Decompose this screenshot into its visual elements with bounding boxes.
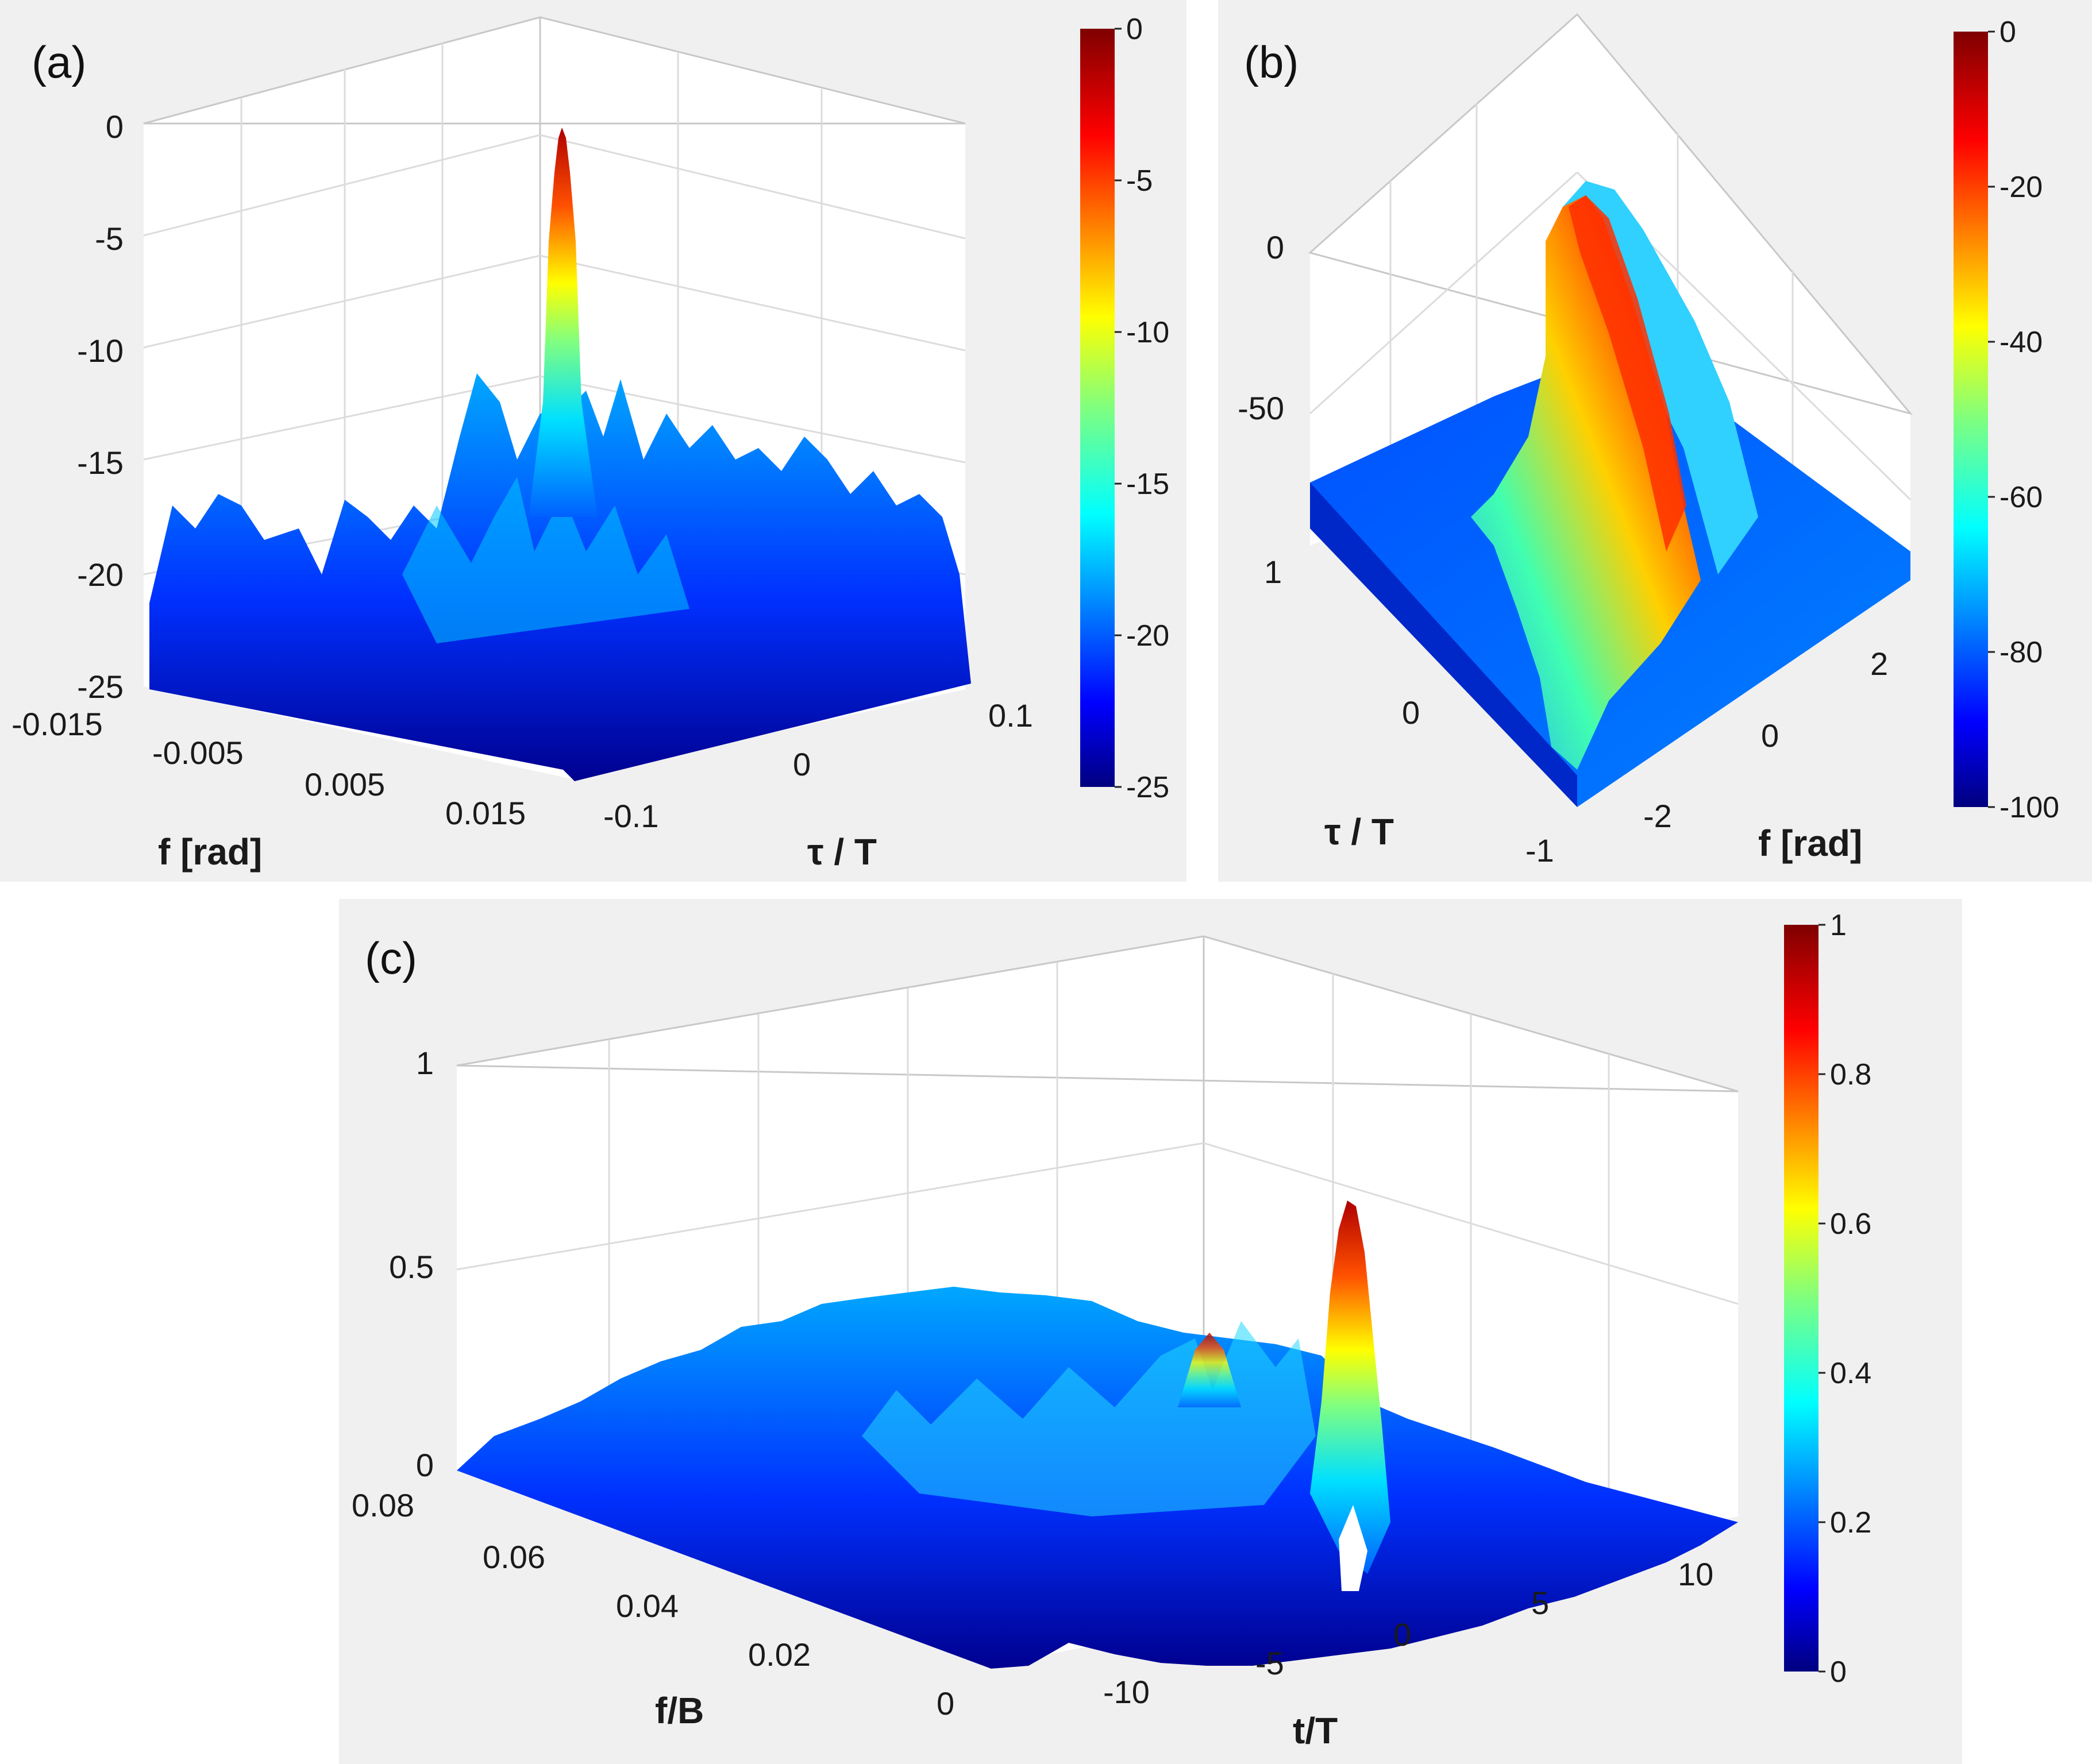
panel-c-label: (c) (365, 933, 417, 983)
colorbar-tick-label: 0 (1126, 13, 1143, 46)
panel-b-ridge-crest (1569, 195, 1686, 551)
panel-a-mainlobe (529, 128, 598, 517)
panel-b-ytick-2: 1 (1264, 554, 1282, 590)
panel-a-ztick-3: -15 (77, 445, 124, 481)
colorbar-tick-label: 0.8 (1830, 1058, 1871, 1091)
panel-b-label: (b) (1244, 37, 1299, 87)
panel-c-colorbar (1784, 925, 1819, 1672)
panel-c-ztick-2: 0 (416, 1447, 434, 1483)
panel-b-ztick-1: -50 (1238, 390, 1284, 426)
panel-b-ytick-1: 0 (1402, 694, 1420, 731)
panel-a-ytick-2: 0.1 (988, 697, 1033, 734)
panel-b-xtick-2: 2 (1870, 646, 1888, 682)
colorbar-tick-label: -10 (1126, 316, 1169, 349)
panel-c-mainlobe (1310, 1201, 1390, 1574)
panel-c-xtick-3: 0.06 (483, 1539, 545, 1575)
panel-b-xtick-0: -2 (1643, 798, 1672, 834)
panel-a-xtick-0: -0.015 (11, 706, 103, 742)
panel-b-ytick-0: -1 (1525, 832, 1554, 869)
panel-a: 0 -5 -10 -15 -20 -25 -0.015 -0.005 0.005… (0, 0, 1186, 882)
colorbar-tick-label: -60 (1999, 481, 2043, 514)
panel-b-xtick-1: 0 (1761, 717, 1779, 754)
panel-b: 0 -50 1 0 -1 -2 0 2 τ / T f [rad] (b) 0 -… (1218, 0, 2092, 882)
panel-c-ylabel: t/T (1293, 1710, 1338, 1751)
panel-a-ytick-1: 0 (793, 746, 811, 782)
panel-c-ztick-1: 0.5 (389, 1249, 434, 1285)
panel-c-xtick-1: 0.02 (748, 1636, 811, 1673)
panel-a-ztick-1: -5 (95, 221, 124, 257)
colorbar-tick-label: -100 (1999, 791, 2059, 824)
panel-b-ztick-0: 0 (1266, 229, 1284, 265)
panel-a-ztick-2: -10 (77, 333, 124, 369)
colorbar-tick-label: -25 (1126, 771, 1169, 804)
panel-c-xtick-4: 0.08 (352, 1487, 414, 1523)
panel-c-xtick-2: 0.04 (616, 1588, 679, 1624)
panel-a-colorbar-ticks: 0 -5 -10 -15 -20 -25 (1115, 13, 1169, 804)
colorbar-tick-label: -20 (1999, 171, 2043, 204)
panel-b-xlabel: f [rad] (1758, 823, 1862, 864)
panel-a-ylabel: τ / T (807, 831, 877, 873)
panel-a-xtick-3: 0.015 (445, 795, 526, 831)
panel-a-xtick-2: 0.005 (305, 766, 385, 802)
panel-b-colorbar-ticks: 0 -20 -40 -60 -80 -100 (1988, 16, 2059, 824)
colorbar-tick-label: -15 (1126, 468, 1169, 501)
panel-a-xtick-1: -0.005 (152, 735, 244, 771)
colorbar-tick-label: 0 (1830, 1655, 1847, 1689)
panel-a-ztick-4: -20 (77, 557, 124, 593)
panel-c-xtick-0: 0 (937, 1685, 954, 1721)
colorbar-tick-label: 0 (1999, 16, 2016, 49)
panel-a-top-edge (143, 16, 966, 125)
panel-c-sidelobe-peak (1178, 1333, 1241, 1407)
panel-c-ytick-0: -10 (1103, 1674, 1150, 1710)
colorbar-tick-label: -40 (1999, 326, 2043, 359)
panel-b-floor-left-edge (1310, 483, 1577, 807)
panel-a-ztick-5: -25 (77, 669, 124, 705)
panel-c-ytick-3: 5 (1531, 1585, 1549, 1621)
panel-c-ytick-1: -5 (1255, 1645, 1284, 1681)
colorbar-tick-label: 1 (1830, 909, 1847, 942)
panel-b-ylabel: τ / T (1324, 811, 1394, 852)
panel-c-ytick-2: 0 (1393, 1616, 1411, 1653)
panel-a-ztick-0: 0 (106, 109, 124, 145)
colorbar-tick-label: -80 (1999, 636, 2043, 669)
panel-c-ytick-4: 10 (1678, 1556, 1713, 1592)
panel-c-mainlobe-notch (1339, 1505, 1367, 1591)
panel-b-colorbar (1954, 32, 1988, 807)
colorbar-tick-label: 0.2 (1830, 1506, 1871, 1539)
panel-c-ztick-0: 1 (416, 1045, 434, 1081)
colorbar-tick-label: -20 (1126, 619, 1169, 653)
colorbar-tick-label: 0.4 (1830, 1357, 1871, 1390)
colorbar-tick-label: 0.6 (1830, 1207, 1871, 1241)
colorbar-tick-label: -5 (1126, 164, 1153, 198)
panel-c: 1 0.5 0 0.08 0.06 0.04 0.02 0 -10 -5 0 5… (339, 899, 1962, 1764)
panel-a-colorbar (1080, 29, 1115, 787)
panel-a-sidelobes (402, 477, 689, 643)
panel-c-colorbar-ticks: 1 0.8 0.6 0.4 0.2 0 (1819, 909, 1871, 1689)
panel-a-ytick-0: -0.1 (603, 798, 659, 834)
panel-a-label: (a) (32, 37, 86, 87)
panel-a-xlabel: f [rad] (158, 831, 262, 873)
panel-c-xlabel: f/B (655, 1690, 704, 1731)
